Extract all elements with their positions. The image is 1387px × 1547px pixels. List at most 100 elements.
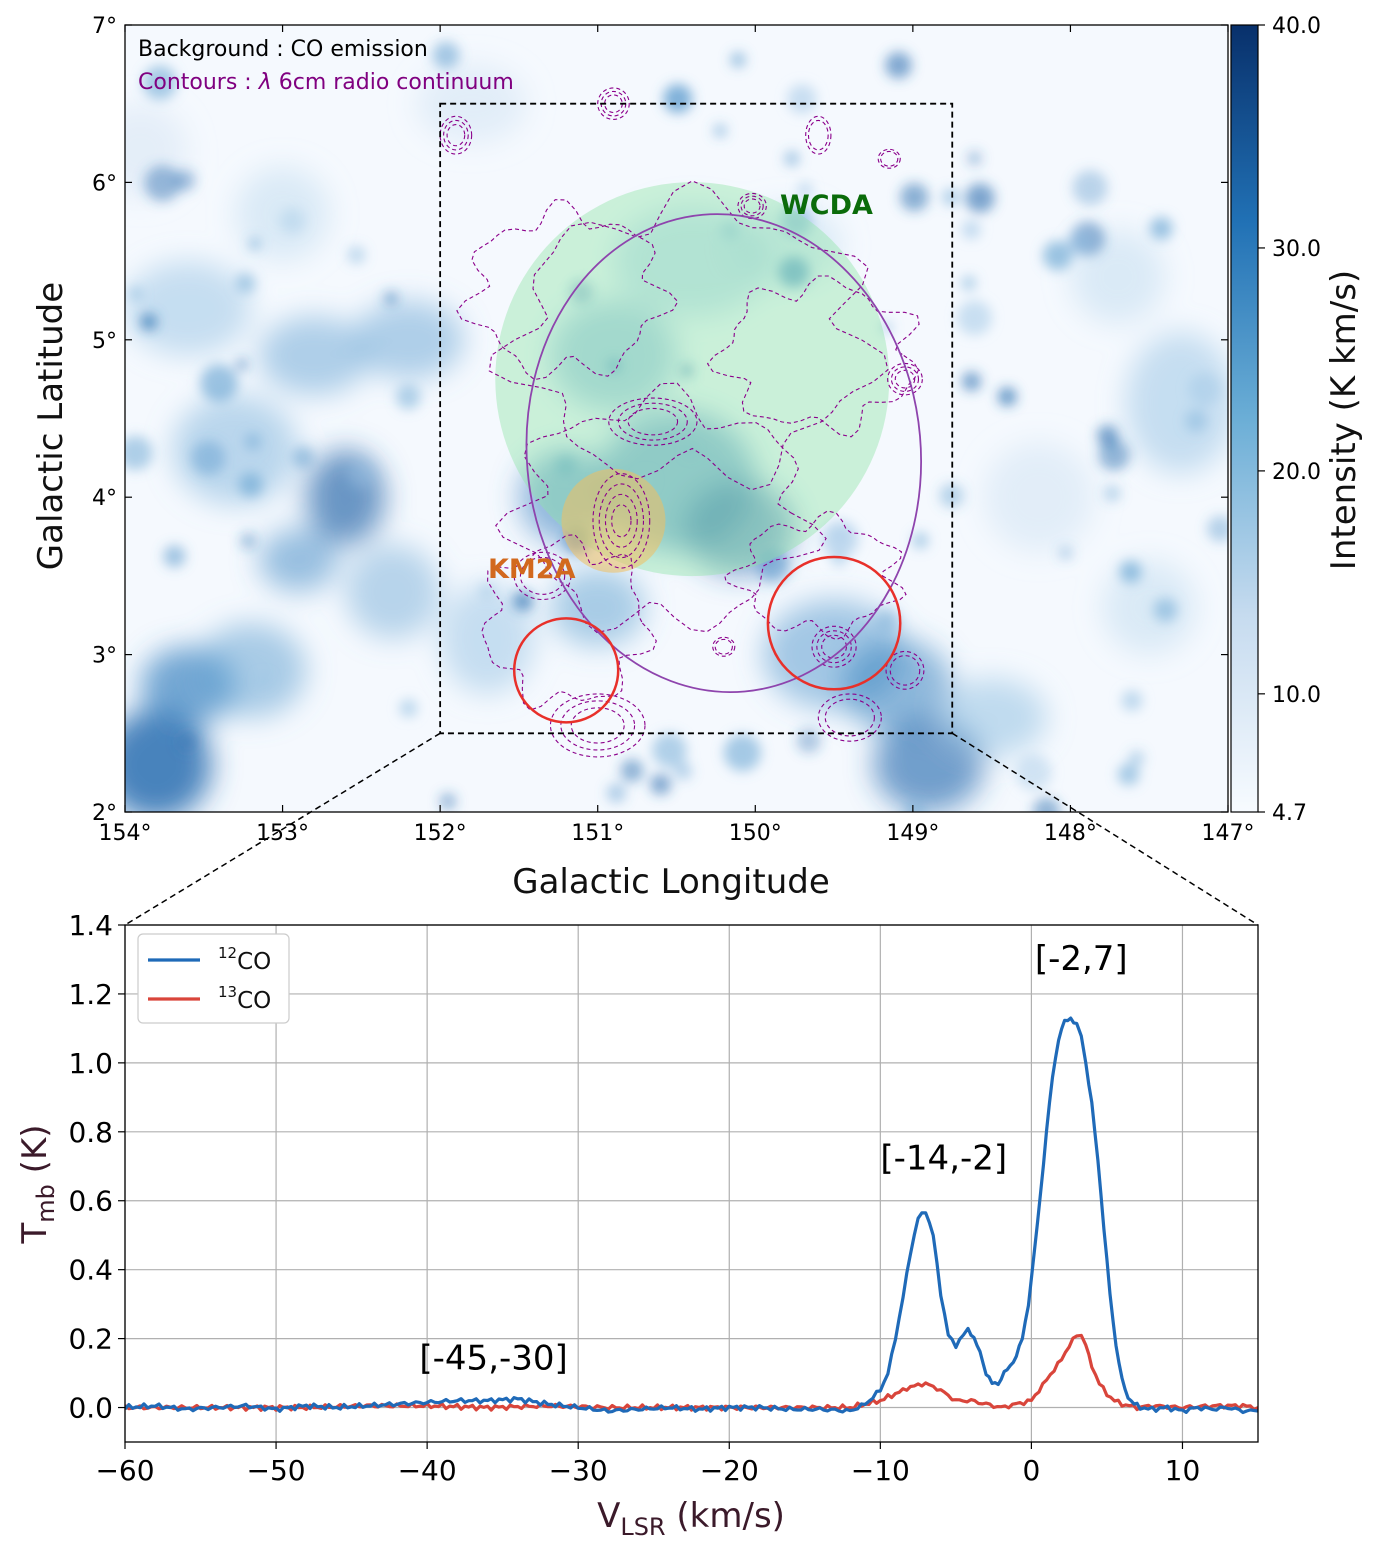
co-speckle-86 <box>797 182 813 198</box>
top-axis-ticks: 154° 153° 152° 151° 150° 149° 148° 147° 2° 3° 4° 5°… <box>92 14 1255 846</box>
bottom-x-tick-label: −20 <box>700 1454 759 1487</box>
contour-34 <box>519 556 566 595</box>
co-speckle-73 <box>177 731 198 752</box>
co-speckle-66 <box>1119 560 1142 583</box>
co-speckle-22 <box>967 150 982 166</box>
co-speckle-78 <box>713 124 727 138</box>
co-speckle-75 <box>756 549 790 583</box>
bottom-y-axis-label: Tmb (K) <box>15 1124 60 1244</box>
background-annotation: Background : CO emission <box>138 37 428 62</box>
co-speckle-47 <box>1104 485 1121 502</box>
top-y-tick-label: 7° <box>92 14 117 39</box>
co-speckle-63 <box>874 608 900 634</box>
contour-0 <box>608 397 698 446</box>
bottom-y-axis-label-main: T <box>15 1223 55 1245</box>
contour-41 <box>481 534 657 711</box>
co-speckle-79 <box>965 183 995 213</box>
legend: 12CO 13CO <box>137 933 290 1024</box>
colorbar-tick-label: 4.7 <box>1272 801 1307 826</box>
contour-35 <box>817 693 882 742</box>
bottom-panel: −60 −50 −40 −30 −20 −10 0 10 0.0 0.2 0.4 0.6 0.8 1.0 1… <box>15 909 1259 1541</box>
bottom-y-tick-label: 0.8 <box>68 1116 113 1149</box>
co-blob-5 <box>258 316 370 395</box>
co-blob-7 <box>353 300 464 380</box>
contour-28 <box>712 636 736 657</box>
co-speckle-21 <box>1042 240 1073 271</box>
top-x-tick-label: 148° <box>1044 821 1097 846</box>
co-speckle-42 <box>961 220 981 239</box>
co-speckle-71 <box>439 792 457 810</box>
contour-15 <box>737 192 767 220</box>
co-speckle-60 <box>239 532 257 550</box>
contour-37 <box>456 199 679 381</box>
bottom-y-tick-label: 0.6 <box>68 1185 113 1218</box>
top-plot-frame <box>124 24 1229 813</box>
co-speckle-41 <box>650 773 672 795</box>
bottom-x-axis-label-unit: (km/s) <box>666 1496 785 1536</box>
co-speckle-64 <box>569 279 594 304</box>
co-speckle-4 <box>1015 754 1052 791</box>
co-speckle-72 <box>1153 597 1178 622</box>
red-circle-region-2 <box>766 555 902 691</box>
top-x-tick-label: 149° <box>886 821 939 846</box>
co-blob-24 <box>258 528 338 592</box>
co-blob-21 <box>1101 560 1197 655</box>
co-speckle-20 <box>1072 170 1108 206</box>
bottom-x-tick-label: 10 <box>1165 1454 1201 1487</box>
co-speckle-30 <box>1128 750 1145 766</box>
red-circle-region-1 <box>512 617 620 724</box>
co-speckle-70 <box>885 51 912 79</box>
co-speckle-33 <box>663 84 693 114</box>
legend-12co-sup: 12 <box>218 944 237 962</box>
contour-33 <box>513 551 572 601</box>
velocity-range-label: [-14,-2] <box>880 1139 1007 1179</box>
co-speckle-9 <box>244 433 262 450</box>
co-speckle-15 <box>142 65 177 100</box>
co-speckle-57 <box>395 384 421 410</box>
colorbar-tick-label: 20.0 <box>1272 460 1321 485</box>
co-blob-3 <box>172 394 299 506</box>
co-speckle-5 <box>730 52 746 68</box>
co-speckle-54 <box>347 246 366 264</box>
bottom-x-tick-label: −50 <box>247 1454 306 1487</box>
co-speckle-83 <box>346 459 376 490</box>
legend-12co-label: 12CO <box>218 944 271 975</box>
co-speckle-2 <box>900 182 929 212</box>
contour-3 <box>592 473 651 569</box>
contour-16 <box>740 195 764 217</box>
colorbar-tick-label: 30.0 <box>1272 237 1321 262</box>
co-blob-9 <box>345 544 441 639</box>
top-x-tick-label: 150° <box>729 821 782 846</box>
co-speckle-68 <box>279 207 306 234</box>
co-blob-23 <box>550 568 645 647</box>
co-blob-0 <box>125 709 212 812</box>
bottom-x-tick-label: −30 <box>549 1454 608 1487</box>
co-speckle-3 <box>961 275 976 291</box>
top-y-axis-label: Galactic Latitude <box>31 282 71 570</box>
co-speckle-59 <box>191 440 226 476</box>
contour-22 <box>446 124 466 147</box>
bottom-y-tick-label: 0.0 <box>68 1392 113 1425</box>
co-speckle-80 <box>1098 439 1130 471</box>
co-speckle-44 <box>235 358 248 371</box>
colorbar <box>1230 24 1259 813</box>
contour-9 <box>821 634 847 659</box>
bottom-x-axis-label-main: V <box>597 1496 620 1536</box>
bottom-x-tick-label: −60 <box>95 1454 154 1487</box>
co-speckle-19 <box>125 435 153 471</box>
co-speckle-34 <box>238 472 263 497</box>
contour-8 <box>816 630 852 664</box>
contour-2 <box>627 407 679 436</box>
bottom-x-axis-label-sub: LSR <box>620 1513 665 1541</box>
co-speckle-43 <box>784 151 800 167</box>
wcda-source-region <box>495 182 890 577</box>
legend-12co-name: CO <box>237 949 271 975</box>
series-12co-line <box>125 1016 1258 1415</box>
legend-13co-sup: 13 <box>218 983 237 1001</box>
co-speckle-28 <box>720 220 740 241</box>
top-y-tick-label: 5° <box>92 329 117 354</box>
co-speckle-40 <box>997 387 1017 407</box>
co-blob-16 <box>841 638 953 734</box>
km2a-label: KM2A <box>488 554 576 585</box>
co-speckle-88 <box>796 728 821 754</box>
